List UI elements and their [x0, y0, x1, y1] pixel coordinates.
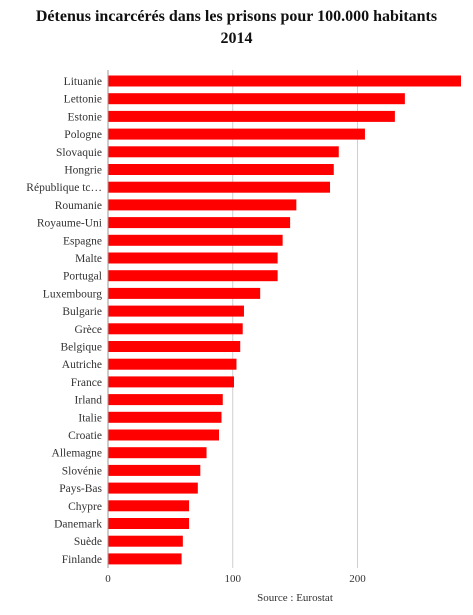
bar [108, 199, 297, 211]
category-label: République tc… [26, 182, 102, 194]
category-label: Croatie [68, 430, 102, 442]
category-label: Luxembourg [43, 288, 102, 300]
bar [108, 110, 395, 122]
bar [108, 394, 223, 406]
category-label: Belgique [60, 342, 102, 354]
bar [108, 146, 339, 158]
category-label: Grèce [75, 324, 102, 336]
bar [108, 411, 222, 423]
category-label: Roumanie [55, 200, 102, 212]
bar [108, 447, 207, 459]
bar [108, 234, 283, 246]
x-tick-label: 100 [224, 573, 241, 585]
category-label: Portugal [63, 271, 102, 283]
category-label: Bulgarie [62, 306, 102, 318]
category-label: Royaume-Uni [37, 218, 102, 230]
bar [108, 323, 243, 335]
category-label: Irland [75, 395, 103, 407]
chart-title: Détenus incarcérés dans les prisons pour… [0, 6, 473, 50]
bar [108, 164, 334, 175]
category-label: Suède [74, 536, 102, 548]
category-label: Estonie [68, 111, 103, 123]
bar [108, 128, 365, 140]
bar [108, 181, 331, 193]
category-label: Autriche [62, 359, 102, 371]
category-label: Lituanie [64, 76, 102, 88]
category-label: Espagne [63, 235, 102, 247]
category-label: Malte [75, 253, 102, 265]
bar [108, 305, 244, 317]
category-label: Chypre [68, 501, 102, 513]
bar [108, 270, 278, 282]
bar [108, 358, 237, 370]
bar [108, 553, 182, 565]
chart-subtitle: 2014 [220, 30, 253, 47]
bar [108, 341, 241, 352]
bar [108, 482, 198, 494]
category-label: France [71, 377, 102, 389]
bar [108, 252, 278, 264]
category-label: Lettonie [64, 94, 102, 106]
category-label: Italie [78, 412, 102, 424]
category-label: Pays-Bas [59, 483, 102, 495]
bar [108, 464, 201, 476]
bar [108, 429, 220, 441]
category-label: Hongrie [64, 165, 102, 177]
x-tick-label: 0 [105, 573, 111, 585]
x-tick-label: 200 [349, 573, 366, 585]
category-label: Slovaquie [56, 147, 102, 159]
category-label: Allemagne [52, 448, 102, 460]
bar [108, 93, 405, 105]
bar [108, 376, 234, 388]
category-label: Finlande [62, 554, 102, 566]
bar [108, 287, 261, 299]
bar [108, 535, 183, 547]
category-label: Danemark [54, 519, 102, 531]
chart-title-text: Détenus incarcérés dans les prisons pour… [35, 8, 438, 25]
source-caption: Source : Eurostat [257, 592, 333, 604]
bar [108, 518, 190, 529]
bar [108, 75, 461, 87]
category-label: Pologne [64, 129, 102, 141]
category-label: Slovénie [62, 465, 102, 477]
bar [108, 217, 291, 229]
bar [108, 500, 190, 512]
